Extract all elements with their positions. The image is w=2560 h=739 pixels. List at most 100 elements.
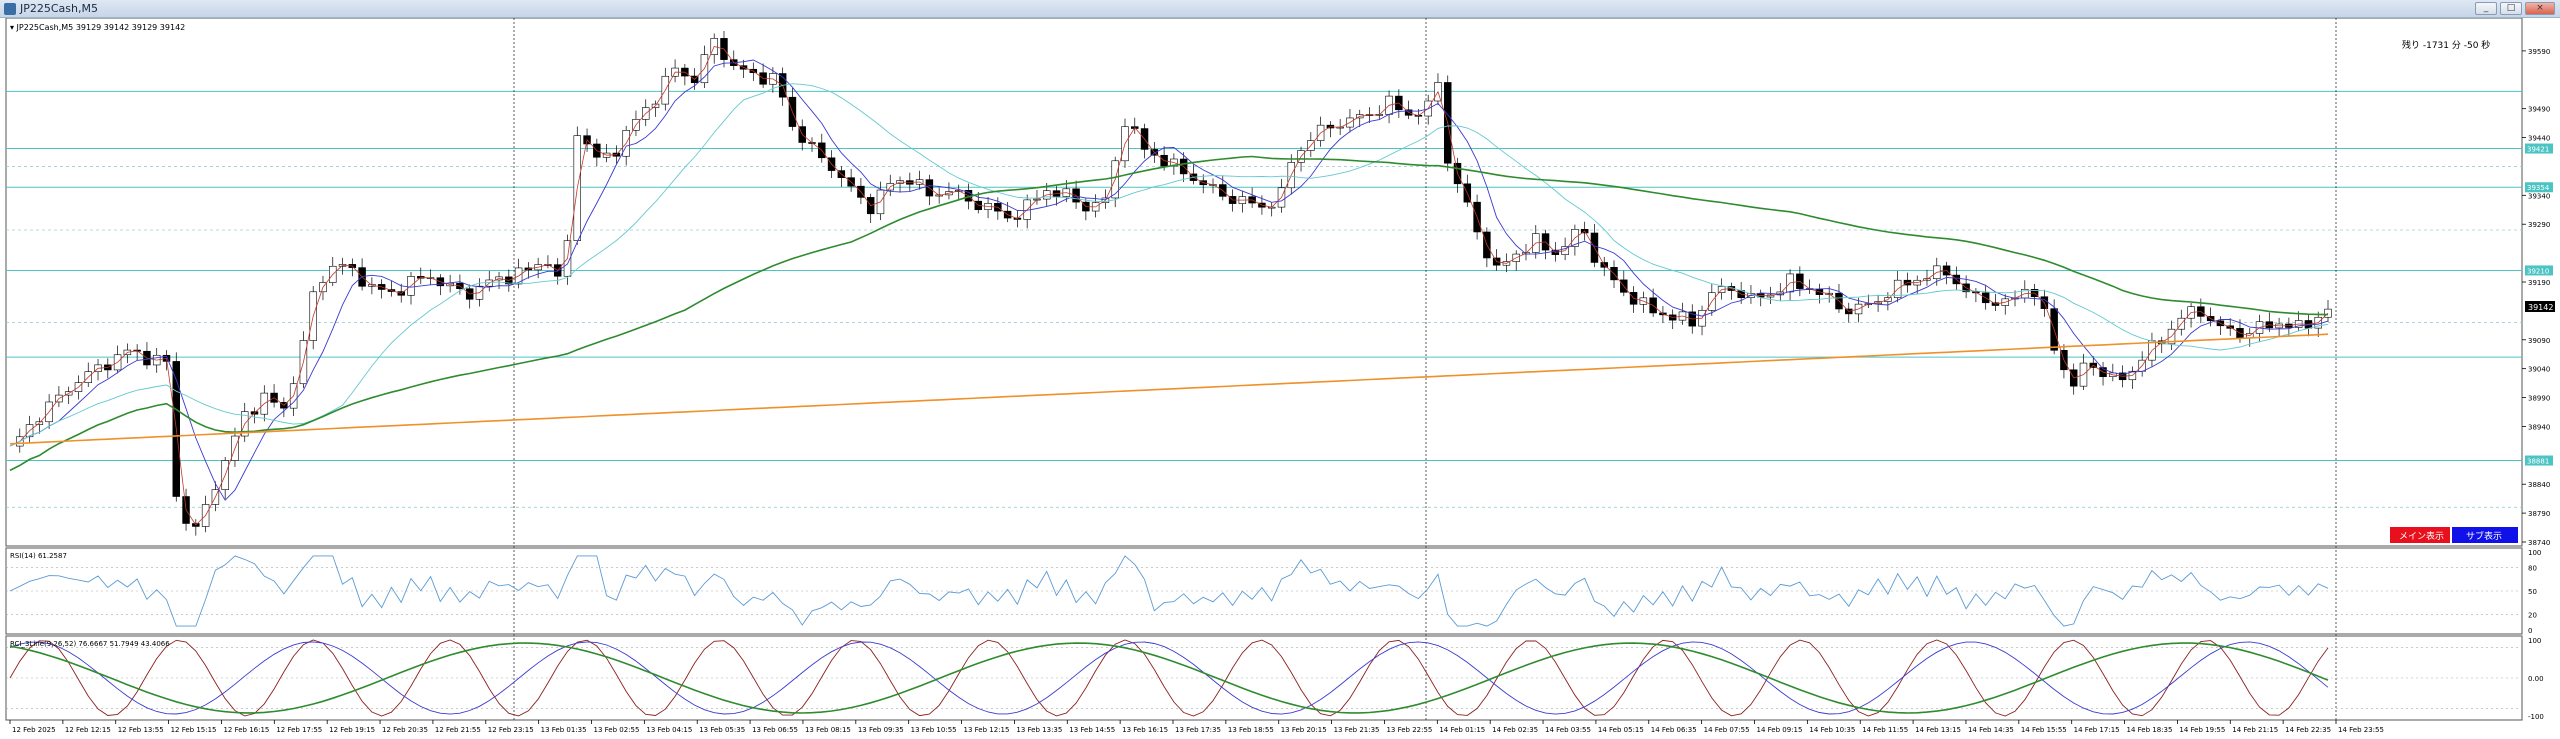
ma-mid-line — [9, 59, 2329, 501]
minimize-icon: _ — [2483, 3, 2489, 13]
time-tick-label: 14 Feb 18:35 — [2127, 726, 2173, 734]
price-tick-label: 39190 — [2528, 279, 2550, 287]
ma-slow-line — [9, 83, 2329, 447]
rci-tick-label: 100 — [2528, 637, 2541, 645]
rsi-line — [9, 555, 2329, 627]
main-view-toggle-label: メイン表示 — [2399, 530, 2444, 542]
time-tick-label: 12 Feb 2025 — [12, 726, 56, 734]
time-tick-label: 13 Feb 17:35 — [1175, 726, 1221, 734]
level-tag-bg — [2525, 265, 2553, 276]
ma-long-line — [9, 155, 2329, 472]
time-tick-label: 14 Feb 02:35 — [1492, 726, 1538, 734]
current-price-tag-bg — [2525, 301, 2555, 312]
price-tick-label: 39490 — [2528, 106, 2550, 114]
price-tick-label: 38990 — [2528, 395, 2550, 403]
rsi-tick-label: 20 — [2528, 611, 2537, 619]
time-tick-label: 14 Feb 23:55 — [2338, 726, 2384, 734]
time-tick-label: 12 Feb 20:35 — [382, 726, 428, 734]
rci-panel-frame — [5, 635, 2523, 721]
time-tick-label: 14 Feb 07:55 — [1704, 726, 1750, 734]
time-tick-label: 13 Feb 12:15 — [964, 726, 1010, 734]
day-separators — [513, 18, 2337, 720]
level-tag: 39354 — [2527, 184, 2550, 192]
time-tick-label: 13 Feb 09:35 — [858, 726, 904, 734]
level-tag: 38881 — [2527, 458, 2549, 466]
time-tick-label: 13 Feb 05:35 — [699, 726, 745, 734]
window-titlebar: JP225Cash,M5 _ □ × — [0, 0, 2560, 18]
rsi-label: RSI(14) 61.2587 — [10, 552, 67, 560]
time-tick-label: 12 Feb 23:15 — [488, 726, 534, 734]
time-tick-label: 12 Feb 16:15 — [223, 726, 269, 734]
rsi-tick-label: 100 — [2528, 549, 2541, 557]
time-tick-label: 13 Feb 02:55 — [594, 726, 640, 734]
rci-tick-label: 0.00 — [2528, 675, 2544, 683]
time-tick-label: 14 Feb 14:35 — [1968, 726, 2014, 734]
price-tick-label: 39090 — [2528, 337, 2550, 345]
time-tick-label: 14 Feb 11:55 — [1862, 726, 1908, 734]
main-panel-frame — [5, 18, 2523, 547]
time-tick-label: 12 Feb 12:15 — [65, 726, 111, 734]
time-tick-label: 13 Feb 06:55 — [752, 726, 798, 734]
ma-longest-line — [9, 333, 2329, 445]
current-price-tag: 39142 — [2528, 303, 2553, 312]
chart-window-icon — [4, 3, 16, 15]
price-tick-label: 39590 — [2528, 48, 2550, 56]
time-tick-label: 14 Feb 05:15 — [1598, 726, 1644, 734]
time-tick-label: 12 Feb 13:55 — [118, 726, 164, 734]
time-tick-label: 14 Feb 03:55 — [1545, 726, 1591, 734]
time-tick-label: 13 Feb 22:55 — [1386, 726, 1432, 734]
time-tick-label: 14 Feb 19:55 — [2179, 726, 2225, 734]
time-tick-label: 13 Feb 13:35 — [1016, 726, 1062, 734]
rsi-tick-label: 0 — [2528, 627, 2532, 635]
rci-label: RCI_3Line(9,26,52) 76.6667 51.7949 43.40… — [10, 640, 170, 648]
time-tick-label: 13 Feb 20:15 — [1281, 726, 1327, 734]
time-tick-label: 14 Feb 21:15 — [2232, 726, 2278, 734]
time-tick-label: 14 Feb 15:55 — [2021, 726, 2067, 734]
close-icon: × — [2536, 3, 2544, 13]
maximize-button[interactable]: □ — [2500, 2, 2522, 15]
time-tick-label: 13 Feb 18:55 — [1228, 726, 1274, 734]
time-axis: 12 Feb 2025 12 Feb 12:15 12 Feb 13:55 12 Fe… — [9, 720, 2384, 734]
time-tick-label: 14 Feb 06:35 — [1651, 726, 1697, 734]
close-button[interactable]: × — [2525, 2, 2555, 15]
price-tick-label: 38790 — [2528, 510, 2550, 518]
time-tick-label: 13 Feb 16:15 — [1122, 726, 1168, 734]
rci-tick-label: -100 — [2528, 713, 2544, 721]
level-tag-bg — [2525, 182, 2553, 193]
moving-averages — [9, 46, 2329, 526]
rci-short-line — [9, 639, 2329, 717]
time-tick-label: 12 Feb 15:15 — [171, 726, 217, 734]
time-tick-label: 12 Feb 19:15 — [329, 726, 375, 734]
bar-timer: 残り -1731 分 -50 秒 — [2402, 39, 2490, 51]
level-tag-bg — [2525, 143, 2553, 154]
time-tick-label: 13 Feb 21:35 — [1334, 726, 1380, 734]
minimize-button[interactable]: _ — [2475, 2, 2497, 15]
price-tick-label: 39040 — [2528, 366, 2550, 374]
price-tick-label: 39440 — [2528, 135, 2550, 143]
time-tick-label: 14 Feb 09:15 — [1757, 726, 1803, 734]
time-tick-label: 14 Feb 17:15 — [2074, 726, 2120, 734]
time-tick-label: 13 Feb 04:15 — [646, 726, 692, 734]
candles — [16, 30, 2332, 536]
price-axis: 39590 39490 39440 39340 39290 39190 39090 39040… — [2522, 48, 2550, 547]
candle-body — [2324, 308, 2332, 318]
window-title: JP225Cash,M5 — [20, 2, 98, 15]
chart-canvas[interactable]: 39421 39354 39210 38881 39590 39490 39440 3934… — [0, 18, 2560, 739]
level-tag-bg — [2525, 455, 2553, 466]
time-tick-label: 14 Feb 01:15 — [1439, 726, 1485, 734]
level-tag: 39210 — [2527, 267, 2549, 275]
time-tick-label: 13 Feb 08:15 — [805, 726, 851, 734]
level-tag: 39421 — [2527, 146, 2549, 154]
rci-indicator: 100 0.00 -100 — [6, 637, 2544, 721]
price-tick-label: 38940 — [2528, 423, 2550, 431]
rsi-tick-label: 80 — [2528, 565, 2537, 573]
rci-long-line — [9, 642, 2329, 714]
sub-view-toggle[interactable]: サブ表示 — [2452, 527, 2518, 543]
main-view-toggle[interactable]: メイン表示 — [2390, 527, 2450, 543]
price-tick-label: 39340 — [2528, 192, 2550, 200]
price-tick-label: 38840 — [2528, 481, 2550, 489]
rci-mid-line — [9, 641, 2329, 715]
maximize-icon: □ — [2506, 3, 2516, 13]
price-tick-label: 39290 — [2528, 221, 2550, 229]
time-tick-label: 14 Feb 10:35 — [1809, 726, 1855, 734]
